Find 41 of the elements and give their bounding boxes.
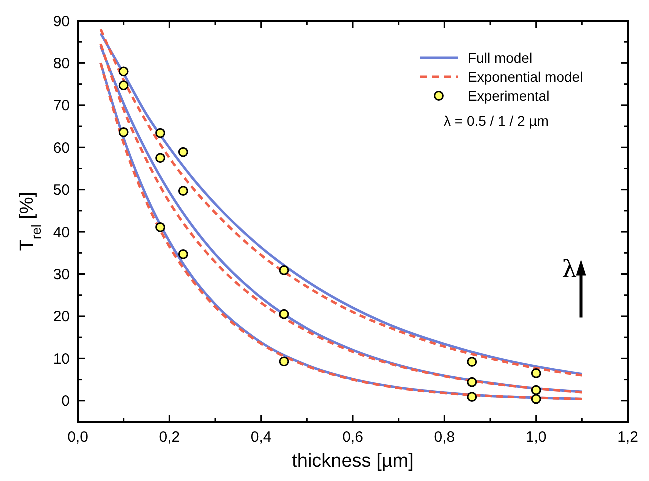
point: [178, 249, 188, 260]
point: [118, 66, 129, 77]
y-tick-label: 0: [62, 393, 70, 410]
point: [531, 385, 542, 396]
legend-label: Exponential model: [468, 68, 584, 85]
x-axis-title: thickness [µm]: [292, 451, 414, 472]
point: [156, 128, 166, 138]
y-tick-label: 10: [53, 350, 70, 368]
y-tick-label: 70: [53, 98, 70, 115]
legend-label: Experimental: [468, 88, 550, 104]
annotation: λ: [562, 256, 578, 284]
point: [178, 186, 188, 196]
x-tick-label: 0,4: [250, 429, 272, 446]
y-tick-label: 60: [53, 140, 70, 157]
point: [467, 377, 478, 388]
point: [156, 153, 166, 164]
annotation: λ = 0.5 / 1 / 2 µm: [444, 112, 549, 129]
point: [279, 356, 290, 367]
x-tick-label: 1,0: [526, 429, 547, 446]
point: [531, 394, 542, 404]
point: [467, 392, 478, 402]
y-tick-label: 30: [53, 266, 70, 284]
y-tick-label: 50: [53, 182, 70, 200]
point: [279, 266, 290, 276]
point: [156, 222, 166, 232]
y-tick-label: 90: [53, 13, 70, 30]
y-tick-label: 20: [53, 308, 70, 326]
x-tick-label: 0,6: [342, 429, 364, 446]
y-tick-label: 80: [53, 55, 70, 72]
legend-label: Full model: [468, 50, 533, 66]
point: [279, 309, 290, 320]
y-tick-label: 40: [53, 224, 70, 242]
point: [118, 80, 129, 91]
point: [467, 357, 478, 368]
x-tick-label: 0,8: [434, 429, 456, 446]
x-tick-label: 0,2: [159, 429, 180, 446]
x-tick-label: 0,0: [68, 429, 88, 446]
point: [178, 147, 188, 158]
x-tick-label: 1,2: [618, 429, 638, 446]
point: [118, 127, 129, 138]
point: [531, 368, 542, 378]
